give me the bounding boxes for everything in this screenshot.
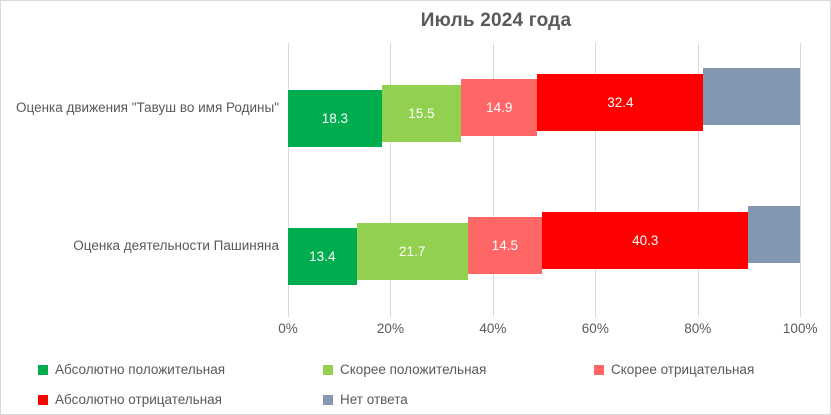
gridline — [595, 43, 597, 317]
x-tick-label: 0% — [278, 321, 298, 336]
bar-segment-rather-positive: 15.5 — [381, 84, 462, 142]
bar-segment-absolutely-positive: 18.3 — [288, 90, 382, 147]
category-label: Оценка движения "Тавуш во имя Родины" — [16, 100, 279, 115]
chart-title: Июль 2024 года — [420, 10, 572, 31]
bar-segment-no-answer — [748, 206, 801, 263]
bar-segment-rather-positive: 21.7 — [356, 222, 468, 280]
bar-data-label: 13.4 — [309, 249, 336, 264]
legend-swatch-icon — [38, 364, 48, 375]
bar-segment-absolutely-negative: 32.4 — [537, 73, 704, 131]
bar-data-label: 14.5 — [491, 238, 519, 253]
bar-data-label: 32.4 — [607, 94, 634, 110]
bar-segment-rather-negative: 14.9 — [461, 79, 538, 136]
x-tick-label: 60% — [581, 321, 609, 336]
legend-item-rather-negative: Скорее отрицательная — [594, 362, 754, 377]
bar-data-label: 40.3 — [632, 232, 659, 248]
legend-label: Абсолютно положительная — [55, 362, 226, 377]
legend-swatch-icon — [38, 394, 48, 405]
bar-data-label: 18.3 — [321, 111, 348, 126]
gridline — [492, 43, 494, 317]
legend-label: Скорее отрицательная — [611, 362, 755, 377]
bar-data-label: 21.7 — [399, 243, 426, 259]
category-label: Оценка деятельности Пашиняна — [73, 238, 279, 253]
legend-item-rather-positive: Скорее положительная — [323, 362, 486, 377]
legend-swatch-icon — [323, 364, 333, 375]
legend-item-absolutely-negative: Абсолютно отрицательная — [38, 392, 222, 407]
legend-label: Нет ответа — [340, 392, 408, 407]
x-tick-label: 40% — [479, 321, 507, 336]
legend-swatch-icon — [323, 394, 333, 405]
legend-label: Абсолютно отрицательная — [55, 392, 222, 407]
legend-item-absolutely-positive: Абсолютно положительная — [38, 362, 225, 377]
gridline — [697, 43, 699, 317]
x-tick-label: 80% — [684, 321, 712, 336]
bar-segment-absolutely-negative: 40.3 — [542, 211, 749, 269]
bar-data-label: 14.9 — [486, 100, 513, 115]
legend-item-no-answer: Нет ответа — [323, 392, 408, 407]
x-tick-label: 20% — [376, 321, 404, 336]
bar-data-label: 15.5 — [408, 105, 435, 121]
legend-swatch-icon — [594, 364, 604, 375]
bar-segment-no-answer — [703, 68, 801, 125]
x-tick-label: 100% — [782, 321, 818, 336]
gridline — [800, 43, 802, 317]
bar-segment-absolutely-positive: 13.4 — [288, 228, 357, 285]
legend-label: Скорее положительная — [340, 362, 487, 377]
bar-segment-rather-negative: 14.5 — [467, 217, 543, 274]
gridline — [288, 43, 289, 317]
gridline — [390, 43, 392, 317]
